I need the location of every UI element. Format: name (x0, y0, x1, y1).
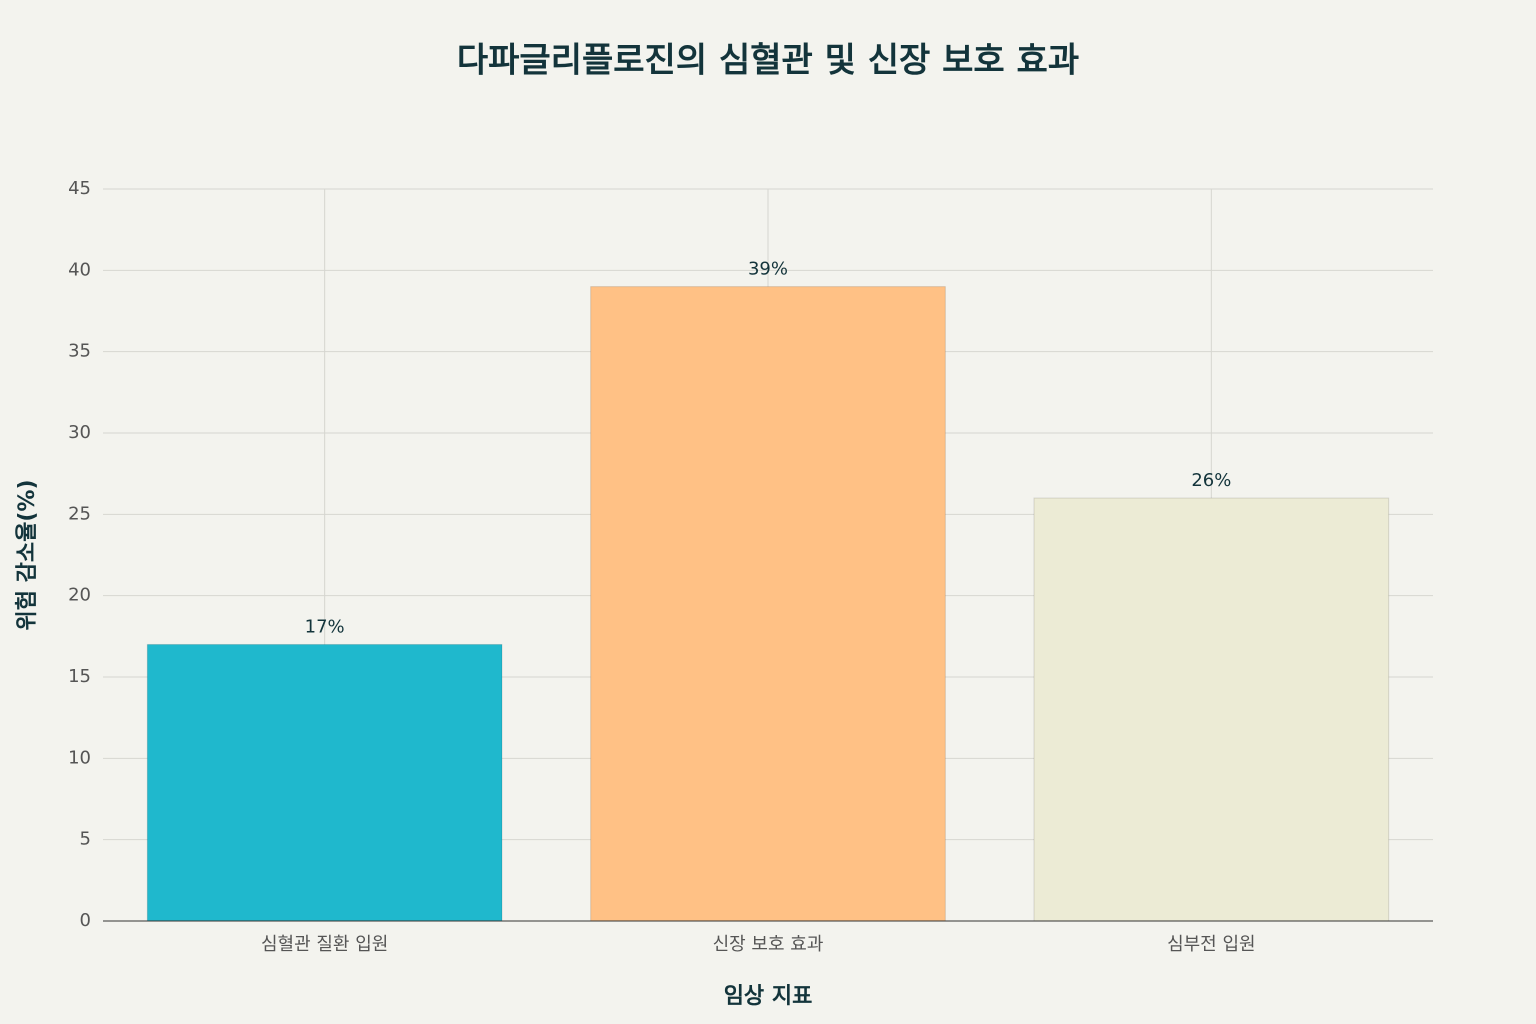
bar (1033, 497, 1390, 922)
y-tick-label: 40 (68, 259, 91, 280)
chart-title: 다파글리플로진의 심혈관 및 신장 보호 효과 (457, 41, 1079, 81)
y-tick-label: 35 (68, 341, 91, 362)
y-tick-label: 15 (68, 666, 91, 687)
y-tick-label: 25 (68, 503, 91, 524)
value-label: 17% (305, 616, 345, 637)
y-tick-label: 0 (80, 910, 91, 931)
y-axis-label: 위험 감소율(%) (14, 479, 40, 630)
x-tick-label: 심부전 입원 (1167, 934, 1256, 955)
x-axis-label: 임상 지표 (724, 984, 813, 1009)
y-tick-label: 10 (68, 747, 91, 768)
x-tick-label: 신장 보호 효과 (713, 934, 824, 955)
y-tick-label: 30 (68, 422, 91, 443)
y-tick-label: 45 (68, 178, 91, 199)
y-tick-label: 5 (80, 829, 91, 850)
value-label: 39% (748, 259, 788, 280)
x-tick-label: 심혈관 질환 입원 (261, 934, 388, 955)
bar (590, 286, 946, 922)
bar (146, 643, 503, 922)
value-label: 26% (1191, 470, 1231, 491)
y-tick-label: 20 (68, 585, 91, 606)
